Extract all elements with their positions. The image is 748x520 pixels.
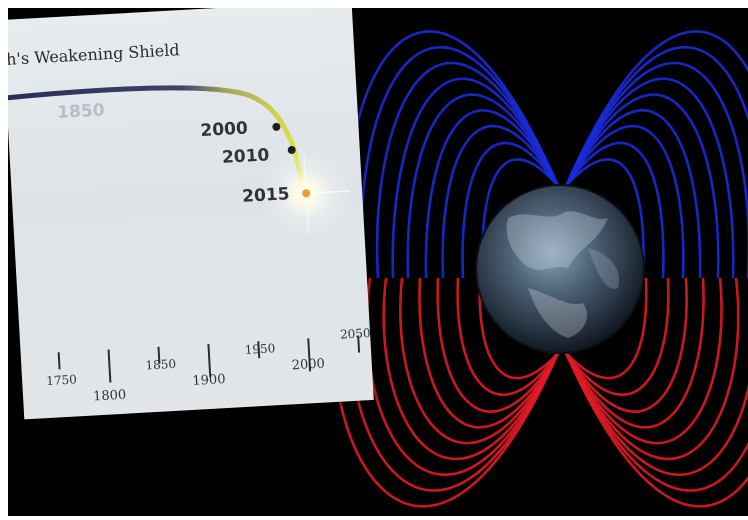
label-2000: 2000 xyxy=(199,118,249,142)
tick-label-1900: 1900 xyxy=(192,372,226,389)
label-1850: 1850 xyxy=(56,100,106,124)
tick-label-1750: 1750 xyxy=(45,372,78,389)
earth-globe xyxy=(475,184,645,354)
marker-2000 xyxy=(272,122,281,131)
chart-curve xyxy=(8,85,361,383)
magnetosphere-illustration xyxy=(332,30,748,508)
tick-label-1800: 1800 xyxy=(92,387,127,405)
chart-panel: h's Weakening Shield 1850 2000 2010 2015… xyxy=(8,8,374,420)
tick-label-2000: 2000 xyxy=(291,356,326,374)
label-2015: 2015 xyxy=(241,184,291,207)
video-frame: h's Weakening Shield 1850 2000 2010 2015… xyxy=(8,8,748,516)
tick-label-2050: 2050 xyxy=(339,325,371,342)
tick-label-1950: 1950 xyxy=(244,341,276,357)
x-axis-ticks xyxy=(57,335,361,383)
tick-label-1850: 1850 xyxy=(145,356,177,373)
marker-2015 xyxy=(302,189,311,198)
label-2010: 2010 xyxy=(221,145,270,168)
north-field-lines xyxy=(344,30,748,279)
